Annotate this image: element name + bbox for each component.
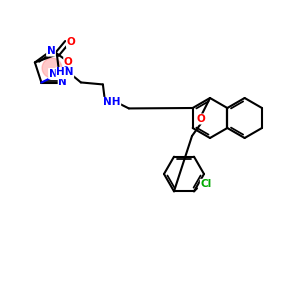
Text: O: O [67, 38, 75, 47]
Text: Cl: Cl [200, 179, 211, 189]
Text: N: N [46, 46, 56, 56]
Text: 2: 2 [63, 66, 68, 75]
Text: N: N [58, 76, 67, 87]
Circle shape [42, 58, 62, 78]
Text: NH: NH [103, 98, 121, 107]
Text: NH: NH [49, 69, 66, 79]
Text: HN: HN [56, 68, 74, 77]
Text: O: O [196, 114, 206, 124]
Text: O: O [64, 57, 73, 68]
